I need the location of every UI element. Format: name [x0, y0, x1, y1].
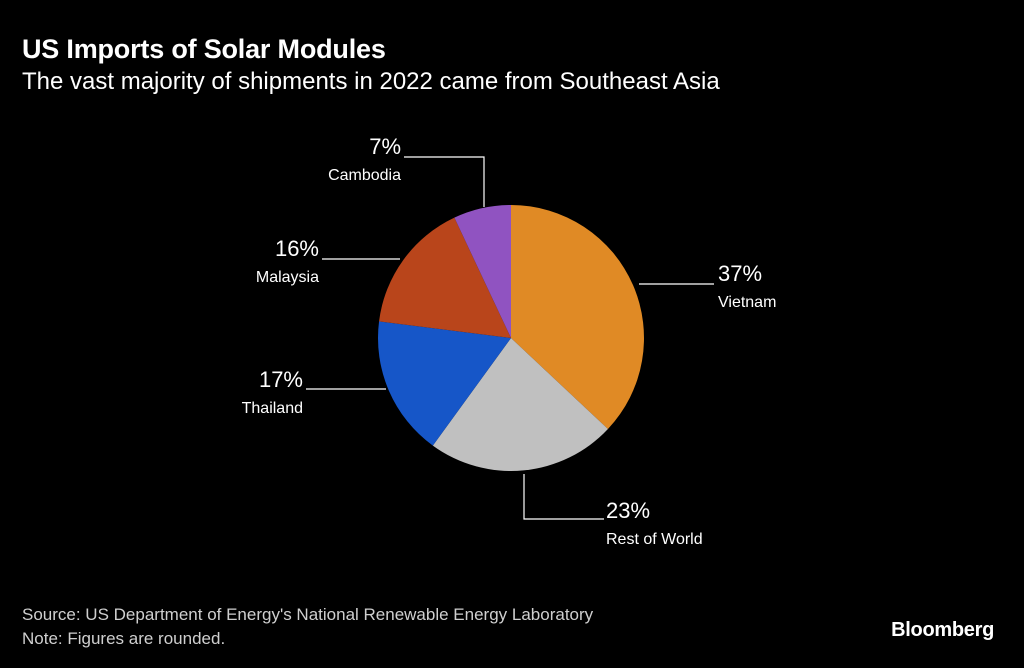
- category-label-malaysia: Malaysia: [256, 269, 319, 286]
- pct-label-vietnam: 37%: [718, 261, 762, 286]
- chart-footer: Source: US Department of Energy's Nation…: [22, 603, 593, 651]
- pie-slice-cambodia: [454, 205, 511, 338]
- category-label-cambodia: Cambodia: [328, 167, 401, 184]
- pie-slice-malaysia: [379, 217, 511, 338]
- leader-line-rest-of-world: [523, 474, 604, 520]
- pie-slice-thailand: [378, 321, 511, 446]
- pct-label-cambodia: 7%: [369, 134, 401, 159]
- pie-slice-rest-of-world: [432, 338, 608, 471]
- pct-label-malaysia: 16%: [275, 236, 319, 261]
- bloomberg-logo: Bloomberg: [891, 619, 994, 641]
- chart-subtitle: The vast majority of shipments in 2022 c…: [22, 68, 720, 95]
- source-note: Source: US Department of Energy's Nation…: [22, 605, 594, 624]
- category-label-vietnam: Vietnam: [718, 294, 776, 311]
- pie-slice-vietnam: [511, 205, 644, 430]
- category-label-thailand: Thailand: [242, 400, 303, 417]
- pct-label-thailand: 17%: [259, 367, 303, 392]
- pct-label-rest-of-world: 23%: [606, 498, 650, 523]
- chart-title: US Imports of Solar Modules: [22, 34, 386, 64]
- category-label-rest-of-world: Rest of World: [606, 531, 703, 548]
- rounding-note: Note: Figures are rounded.: [22, 629, 226, 648]
- leader-line-cambodia: [404, 156, 485, 207]
